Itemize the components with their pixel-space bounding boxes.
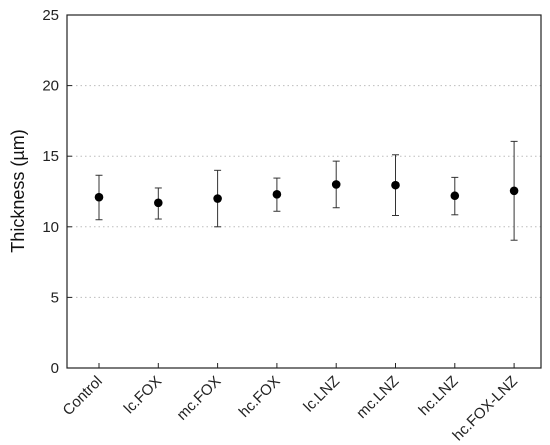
x-tick-label: mc.FOX (174, 373, 225, 424)
data-point (94, 192, 104, 202)
y-tick-label: 10 (42, 219, 59, 236)
x-tick-label: Control (60, 373, 106, 419)
y-axis-ticks: 0 5 10 15 20 25 (42, 7, 72, 377)
x-tick-label: hc.FOX (236, 373, 284, 421)
x-tick-label: lc.LNZ (300, 373, 343, 416)
y-tick-label: 0 (51, 360, 59, 377)
x-tick-label: lc.FOX (121, 373, 165, 417)
plot-frame (66, 14, 542, 369)
y-axis-label: Thickness (µm) (8, 129, 28, 252)
y-tick-label: 20 (42, 78, 59, 95)
data-point (509, 186, 519, 196)
data-point (450, 191, 460, 201)
y-tick-label: 15 (42, 148, 59, 165)
grid (67, 85, 541, 298)
y-tick-label: 5 (51, 289, 59, 306)
x-tick-label: mc.LNZ (353, 373, 402, 422)
data-points (94, 180, 519, 208)
data-point (331, 180, 341, 189)
y-tick-label: 25 (42, 7, 59, 24)
data-point (213, 194, 222, 203)
x-tick-label: hc.LNZ (415, 373, 461, 419)
data-point (272, 190, 282, 199)
x-axis-ticks: Control lc.FOX mc.FOX hc.FOX lc.LNZ mc.LNZ hc.… (60, 363, 521, 444)
data-point (391, 180, 400, 190)
data-point (154, 198, 163, 208)
